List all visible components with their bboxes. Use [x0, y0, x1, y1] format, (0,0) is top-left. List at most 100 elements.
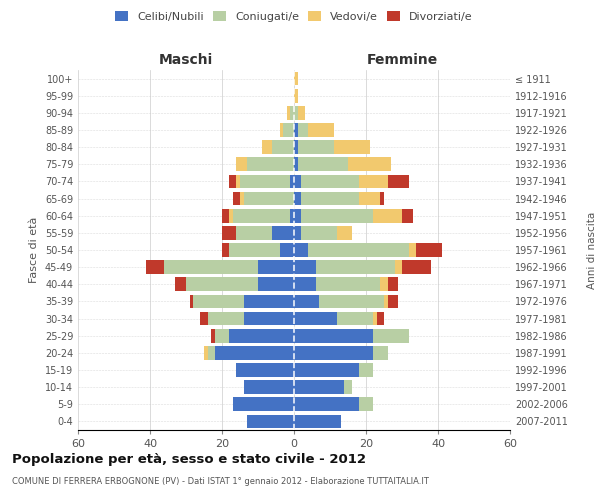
- Bar: [294, 158, 298, 171]
- Bar: [175, 278, 186, 291]
- Bar: [298, 123, 308, 137]
- Bar: [272, 140, 294, 154]
- Text: Popolazione per età, sesso e stato civile - 2012: Popolazione per età, sesso e stato civil…: [12, 452, 366, 466]
- Legend: Celibi/Nubili, Coniugati/e, Vedovi/e, Divorziati/e: Celibi/Nubili, Coniugati/e, Vedovi/e, Di…: [112, 8, 476, 25]
- Bar: [190, 294, 193, 308]
- Bar: [402, 260, 431, 274]
- Bar: [294, 278, 316, 291]
- Bar: [298, 106, 305, 120]
- Bar: [222, 209, 229, 222]
- Bar: [388, 174, 409, 188]
- Bar: [240, 174, 290, 188]
- Bar: [186, 278, 258, 291]
- Bar: [240, 192, 244, 205]
- Bar: [373, 346, 388, 360]
- Bar: [294, 414, 341, 428]
- Bar: [272, 226, 294, 239]
- Bar: [193, 294, 244, 308]
- Bar: [208, 346, 215, 360]
- Bar: [294, 294, 319, 308]
- Bar: [294, 72, 298, 86]
- Bar: [294, 123, 298, 137]
- Bar: [244, 380, 294, 394]
- Bar: [247, 414, 294, 428]
- Bar: [319, 294, 384, 308]
- Bar: [236, 226, 272, 239]
- Bar: [233, 398, 294, 411]
- Bar: [294, 192, 301, 205]
- Bar: [229, 243, 280, 257]
- Bar: [236, 158, 247, 171]
- Bar: [222, 226, 236, 239]
- Bar: [337, 226, 352, 239]
- Bar: [301, 192, 359, 205]
- Bar: [294, 363, 359, 377]
- Bar: [373, 329, 409, 342]
- Bar: [337, 312, 373, 326]
- Bar: [215, 346, 294, 360]
- Bar: [244, 294, 294, 308]
- Bar: [344, 380, 352, 394]
- Bar: [247, 158, 294, 171]
- Bar: [229, 329, 294, 342]
- Bar: [294, 398, 359, 411]
- Bar: [290, 174, 294, 188]
- Bar: [280, 243, 294, 257]
- Bar: [380, 278, 388, 291]
- Bar: [294, 140, 298, 154]
- Bar: [294, 89, 298, 102]
- Bar: [316, 278, 380, 291]
- Text: Femmine: Femmine: [367, 52, 437, 66]
- Bar: [244, 192, 294, 205]
- Bar: [236, 363, 294, 377]
- Bar: [380, 192, 384, 205]
- Bar: [298, 140, 334, 154]
- Bar: [294, 174, 301, 188]
- Bar: [204, 346, 208, 360]
- Bar: [208, 312, 244, 326]
- Bar: [258, 260, 294, 274]
- Bar: [164, 260, 258, 274]
- Bar: [294, 106, 298, 120]
- Bar: [294, 209, 301, 222]
- Bar: [359, 363, 373, 377]
- Bar: [377, 312, 384, 326]
- Bar: [373, 209, 402, 222]
- Bar: [215, 329, 229, 342]
- Bar: [287, 106, 290, 120]
- Bar: [236, 174, 240, 188]
- Bar: [283, 123, 294, 137]
- Bar: [409, 243, 416, 257]
- Bar: [294, 312, 337, 326]
- Bar: [229, 174, 236, 188]
- Bar: [301, 209, 373, 222]
- Bar: [233, 192, 240, 205]
- Bar: [290, 106, 294, 120]
- Bar: [316, 260, 395, 274]
- Bar: [359, 192, 380, 205]
- Bar: [258, 278, 294, 291]
- Bar: [359, 398, 373, 411]
- Bar: [301, 174, 359, 188]
- Y-axis label: Fasce di età: Fasce di età: [29, 217, 39, 283]
- Bar: [146, 260, 164, 274]
- Bar: [294, 243, 308, 257]
- Bar: [200, 312, 208, 326]
- Bar: [388, 294, 398, 308]
- Bar: [301, 226, 337, 239]
- Bar: [294, 380, 344, 394]
- Bar: [244, 312, 294, 326]
- Bar: [308, 123, 334, 137]
- Bar: [388, 278, 398, 291]
- Bar: [290, 209, 294, 222]
- Bar: [229, 209, 233, 222]
- Text: Anni di nascita: Anni di nascita: [587, 212, 597, 288]
- Bar: [294, 346, 373, 360]
- Bar: [359, 174, 388, 188]
- Bar: [233, 209, 290, 222]
- Text: COMUNE DI FERRERA ERBOGNONE (PV) - Dati ISTAT 1° gennaio 2012 - Elaborazione TUT: COMUNE DI FERRERA ERBOGNONE (PV) - Dati …: [12, 478, 429, 486]
- Bar: [416, 243, 442, 257]
- Bar: [280, 123, 283, 137]
- Text: Maschi: Maschi: [159, 52, 213, 66]
- Bar: [384, 294, 388, 308]
